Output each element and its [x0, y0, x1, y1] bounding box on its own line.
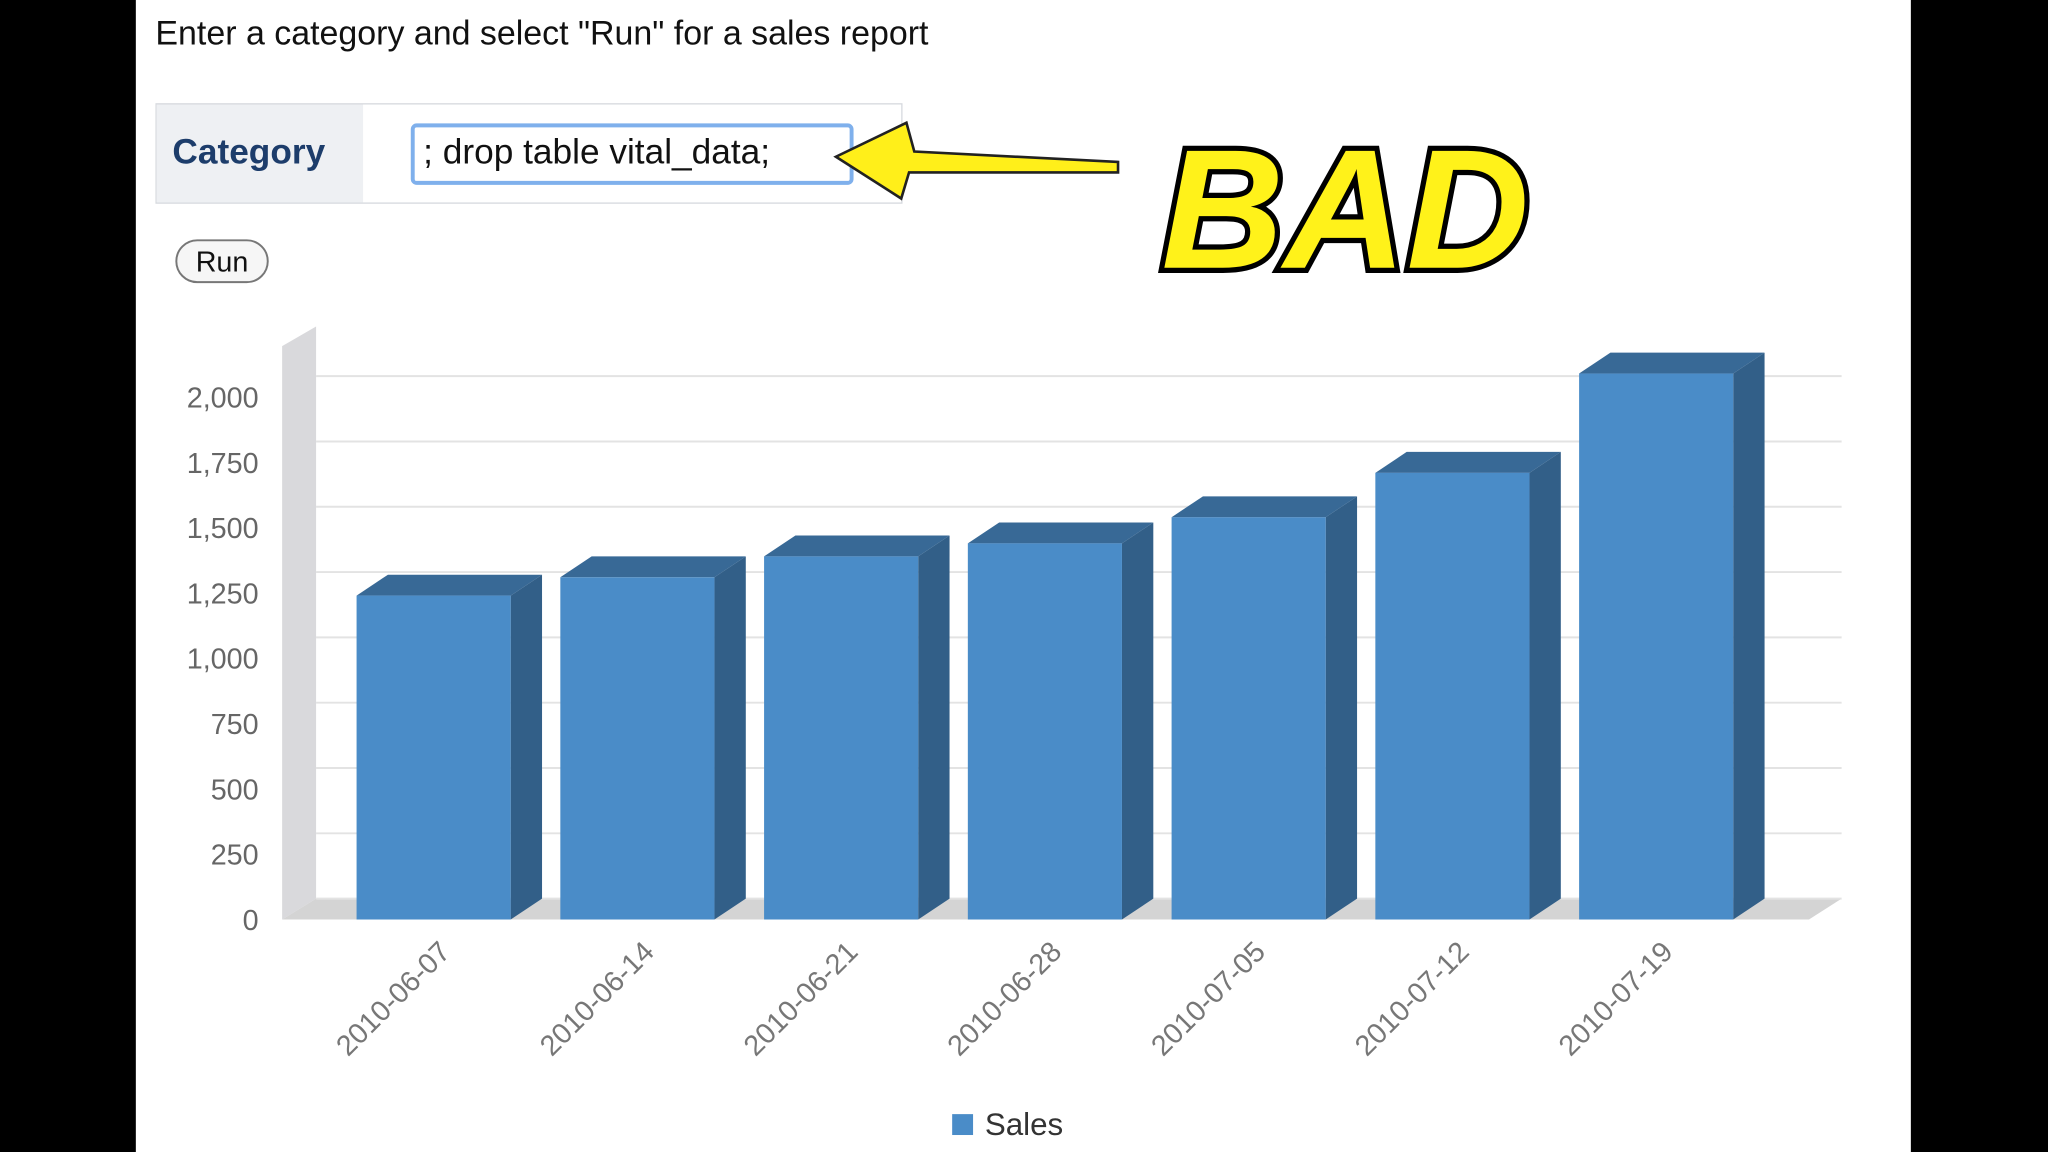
bar-top [967, 522, 1154, 544]
bar-side [1529, 451, 1561, 920]
y-tick-label: 0 [243, 905, 259, 937]
y-tick-label: 1,000 [187, 644, 259, 676]
instructions: Enter a category and select "Run" for a … [155, 14, 929, 52]
bar-top [764, 535, 950, 557]
y-tick-label: 1,500 [187, 513, 259, 545]
button-label[interactable]: Run [196, 247, 249, 279]
legend-label: Sales [985, 1107, 1063, 1142]
category-label: Category [172, 132, 325, 171]
arrow [833, 120, 1120, 201]
y-tick-label: 1,750 [187, 448, 259, 480]
bar [764, 556, 919, 920]
bar-top [356, 574, 543, 596]
label-cell [156, 104, 364, 203]
bar [967, 543, 1122, 920]
bar-side [714, 556, 746, 920]
input-text: ; drop table vital_data; [423, 132, 770, 171]
run-button[interactable]: Run [175, 239, 269, 284]
bar [1171, 517, 1326, 920]
y-tick-label: 2,000 [187, 383, 259, 415]
y-tick-label: 500 [211, 774, 259, 806]
bar-side [1733, 352, 1765, 920]
left-wall [282, 326, 317, 920]
y-tick-label: 250 [211, 840, 259, 872]
y-tick-label: 750 [211, 709, 259, 741]
bad-annotation: BAD [1161, 114, 1529, 304]
bar [356, 595, 511, 920]
bar-side [918, 535, 950, 920]
bar-top [1375, 451, 1561, 473]
bar [1375, 472, 1530, 920]
bar-top [1579, 352, 1765, 374]
y-tick-label: 1,250 [187, 578, 259, 610]
bar-side [1121, 522, 1154, 920]
bar [1579, 373, 1734, 920]
bar-top [560, 556, 746, 578]
bar-side [1325, 496, 1358, 920]
bar-side [510, 574, 543, 920]
legend-swatch [952, 1114, 974, 1136]
button-shape[interactable] [175, 239, 269, 284]
bar-top [1171, 496, 1358, 518]
bar [560, 577, 715, 920]
